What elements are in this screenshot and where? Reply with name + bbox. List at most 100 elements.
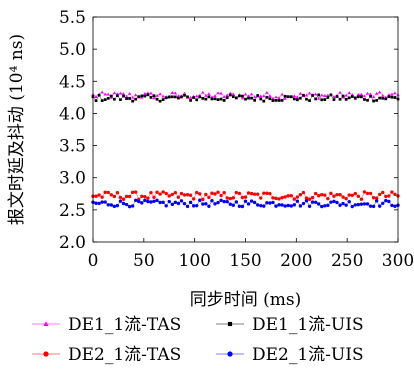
point-de1-1-uis-88 bbox=[360, 95, 363, 99]
point-de1-1-tas-38 bbox=[207, 92, 211, 96]
point-de1-1-uis-25 bbox=[167, 95, 171, 99]
point-de2-1-uis-17 bbox=[143, 198, 147, 203]
point-de2-1-uis-54 bbox=[256, 203, 260, 207]
point-de1-1-uis-78 bbox=[329, 93, 333, 97]
point-de2-1-tas-95 bbox=[381, 190, 385, 195]
point-de2-1-tas-49 bbox=[240, 195, 245, 200]
point-de1-1-uis-93 bbox=[375, 99, 379, 102]
point-de2-1-uis-52 bbox=[249, 199, 254, 203]
point-de2-1-uis-64 bbox=[286, 203, 290, 208]
point-de1-1-tas-43 bbox=[222, 94, 226, 98]
point-de2-1-uis-38 bbox=[207, 204, 211, 208]
point-de1-1-uis-36 bbox=[201, 97, 205, 100]
point-de2-1-uis-21 bbox=[155, 198, 159, 203]
point-de1-1-uis-50 bbox=[244, 97, 247, 101]
point-de2-1-uis-63 bbox=[283, 204, 287, 208]
point-de1-1-uis-24 bbox=[164, 96, 168, 100]
point-de2-1-uis-42 bbox=[219, 198, 223, 203]
plot-area bbox=[91, 90, 400, 209]
point-de1-1-uis-70 bbox=[305, 97, 308, 101]
point-de2-1-tas-9 bbox=[118, 195, 123, 200]
x-tick-label-300: 300 bbox=[382, 251, 414, 271]
point-de1-1-uis-22 bbox=[158, 99, 162, 103]
point-de2-1-tas-68 bbox=[298, 193, 303, 197]
point-de2-1-uis-44 bbox=[225, 199, 229, 204]
point-de2-1-tas-81 bbox=[338, 193, 342, 197]
point-de2-1-tas-84 bbox=[347, 193, 351, 197]
point-de2-1-uis-16 bbox=[140, 201, 144, 205]
point-de1-1-tas-66 bbox=[292, 94, 296, 98]
x-tick-label-250: 250 bbox=[331, 251, 363, 271]
point-de1-1-tas-88 bbox=[359, 92, 364, 96]
point-de2-1-tas-42 bbox=[219, 193, 223, 198]
point-de2-1-tas-62 bbox=[280, 195, 284, 200]
point-de1-1-tas-89 bbox=[362, 94, 367, 98]
point-de2-1-uis-23 bbox=[161, 200, 165, 205]
point-de2-1-uis-79 bbox=[332, 199, 336, 204]
point-de2-1-tas-76 bbox=[323, 193, 327, 197]
legend-label-de2-1-uis: DE2_1流-UIS bbox=[252, 345, 364, 365]
point-de1-1-uis-44 bbox=[225, 96, 229, 100]
point-de2-1-tas-85 bbox=[350, 193, 354, 198]
point-de2-1-uis-3 bbox=[100, 200, 104, 204]
point-de2-1-tas-38 bbox=[207, 195, 211, 200]
x-tick-label-100: 100 bbox=[178, 251, 210, 271]
point-de2-1-tas-88 bbox=[359, 197, 364, 201]
point-de1-1-uis-61 bbox=[277, 99, 281, 102]
point-de1-1-uis-20 bbox=[152, 94, 156, 98]
point-de1-1-uis-48 bbox=[238, 94, 241, 98]
point-de2-1-uis-51 bbox=[246, 202, 251, 206]
point-de1-1-tas-23 bbox=[161, 94, 165, 98]
point-de2-1-uis-26 bbox=[170, 202, 174, 207]
point-de1-1-uis-18 bbox=[146, 93, 150, 97]
point-de1-1-uis-67 bbox=[295, 98, 299, 102]
point-de1-1-tas-63 bbox=[283, 96, 287, 100]
y-tick-label-5.0: 5.0 bbox=[59, 40, 86, 60]
point-de1-1-tas-58 bbox=[268, 94, 272, 98]
point-de1-1-tas-61 bbox=[277, 96, 281, 100]
point-de1-1-uis-68 bbox=[299, 96, 302, 100]
point-de2-1-uis-22 bbox=[158, 200, 162, 205]
x-axis-title: 同步时间 (ms) bbox=[190, 290, 302, 310]
point-de2-1-uis-89 bbox=[362, 202, 367, 206]
point-de1-1-uis-98 bbox=[390, 95, 394, 99]
point-de2-1-uis-72 bbox=[310, 200, 315, 204]
point-de1-1-tas-77 bbox=[326, 93, 330, 97]
legend-marker-de2-1-uis bbox=[227, 351, 233, 357]
point-de1-1-tas-94 bbox=[378, 90, 382, 94]
point-de2-1-tas-66 bbox=[292, 197, 296, 201]
point-de1-1-uis-65 bbox=[289, 95, 293, 99]
point-de1-1-uis-77 bbox=[326, 96, 330, 99]
point-de1-1-uis-56 bbox=[262, 99, 266, 103]
point-de2-1-tas-20 bbox=[152, 195, 156, 199]
x-tick-label-50: 50 bbox=[133, 251, 155, 271]
point-de1-1-uis-92 bbox=[372, 99, 375, 103]
point-de1-1-tas-68 bbox=[298, 91, 303, 95]
point-de2-1-uis-41 bbox=[216, 200, 220, 205]
point-de2-1-uis-80 bbox=[335, 200, 339, 205]
point-de2-1-tas-43 bbox=[222, 191, 226, 195]
point-de1-1-uis-5 bbox=[106, 96, 110, 100]
point-de1-1-tas-93 bbox=[374, 91, 379, 95]
legend-label-de1-1-uis: DE1_1流-UIS bbox=[252, 315, 364, 335]
point-de1-1-tas-36 bbox=[201, 90, 205, 94]
point-de2-1-uis-39 bbox=[210, 198, 214, 203]
point-de2-1-tas-71 bbox=[307, 197, 312, 201]
point-de1-1-uis-49 bbox=[241, 94, 244, 98]
legend-label-de1-1-tas: DE1_1流-TAS bbox=[68, 315, 181, 335]
point-de2-1-uis-5 bbox=[106, 203, 110, 207]
point-de2-1-tas-26 bbox=[170, 192, 174, 197]
point-de1-1-tas-20 bbox=[152, 96, 156, 100]
point-de2-1-uis-81 bbox=[338, 203, 342, 207]
axes: 0 50 100 150 200 250 300 2.0 2.5 3.0 3.5 4.0 4.5 5.0 5… bbox=[7, 8, 414, 310]
point-de2-1-tas-98 bbox=[390, 190, 394, 194]
point-de2-1-tas-57 bbox=[265, 191, 269, 195]
point-de1-1-uis-94 bbox=[378, 96, 382, 100]
point-de2-1-tas-21 bbox=[155, 190, 159, 194]
point-de2-1-tas-41 bbox=[216, 190, 220, 194]
point-de1-1-tas-59 bbox=[271, 96, 275, 100]
point-de1-1-uis-54 bbox=[256, 94, 260, 97]
point-de2-1-uis-35 bbox=[198, 198, 202, 202]
point-de1-1-uis-16 bbox=[140, 94, 144, 98]
point-de1-1-uis-76 bbox=[323, 98, 327, 101]
